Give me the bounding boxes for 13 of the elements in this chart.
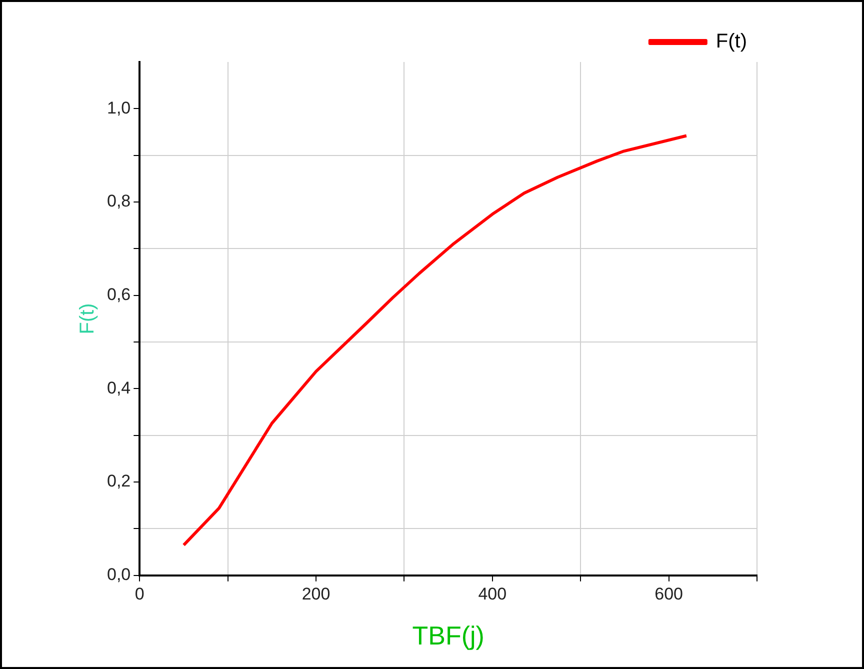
y-tick-label: 0,0 bbox=[106, 565, 131, 584]
y-tick-label: 0,4 bbox=[106, 378, 131, 398]
y-tick-label: 0,6 bbox=[106, 285, 131, 304]
y-tick-label: 0,8 bbox=[106, 192, 131, 211]
y-tick-label: 0,2 bbox=[106, 472, 131, 491]
x-tick-label: 200 bbox=[302, 584, 330, 604]
y-tick-label: 1,0 bbox=[106, 98, 131, 118]
x-axis-title: TBF(j) bbox=[412, 620, 484, 651]
x-tick-label: 400 bbox=[478, 584, 507, 604]
legend-label: F(t) bbox=[716, 30, 747, 53]
x-tick-label: 600 bbox=[654, 584, 683, 604]
y-axis-title: F(t) bbox=[76, 303, 99, 334]
x-tick-label: 0 bbox=[134, 584, 144, 604]
